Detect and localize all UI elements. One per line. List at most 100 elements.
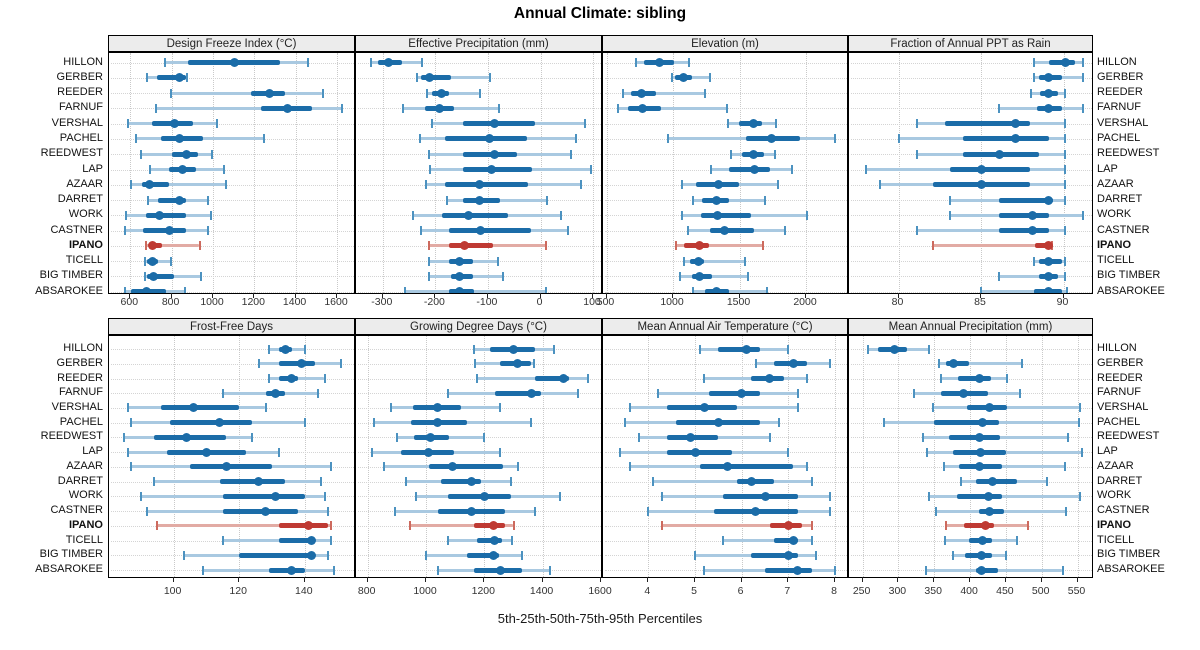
grid-v <box>806 53 807 293</box>
whisker-cap <box>667 134 670 144</box>
whisker-cap <box>499 403 502 413</box>
whisker-cap <box>754 359 757 369</box>
median-dot <box>1044 73 1054 83</box>
iqr-bar <box>278 538 315 543</box>
iqr-bar <box>934 420 1000 426</box>
grid-h <box>851 77 1092 79</box>
median-dot <box>984 506 994 516</box>
median-dot <box>711 287 721 293</box>
grid-v <box>970 336 972 577</box>
whisker-cap <box>680 180 683 190</box>
whisker-cap <box>1082 73 1085 83</box>
grid-h <box>605 123 847 125</box>
station-label-right: IPANO <box>1097 238 1132 251</box>
whisker-cap <box>628 403 631 413</box>
station-label-right: REEDER <box>1097 371 1143 384</box>
station-label-left: IPANO <box>68 518 103 531</box>
station-label-right: VERSHAL <box>1097 116 1149 129</box>
tick-mark <box>483 577 485 582</box>
grid-v <box>337 53 338 293</box>
median-dot <box>690 447 700 457</box>
grid-h <box>605 62 847 64</box>
tick-mark <box>592 293 593 298</box>
whisker-cap <box>622 88 625 98</box>
median-dot <box>637 88 647 98</box>
grid-h <box>851 108 1092 110</box>
whisker-cap <box>124 287 127 293</box>
whisker-cap <box>879 180 882 190</box>
iqr-bar <box>765 567 812 573</box>
range-line <box>928 494 1081 498</box>
station-label-right: HILLON <box>1097 342 1137 354</box>
median-dot <box>490 119 500 129</box>
median-dot <box>741 344 751 354</box>
whisker-cap <box>427 271 430 281</box>
iqr-bar <box>975 567 998 573</box>
station-label-left: REEDER <box>57 371 103 384</box>
grid-v <box>435 53 437 293</box>
whisker-cap <box>703 374 706 383</box>
median-dot <box>558 374 568 383</box>
range-line <box>426 91 480 95</box>
median-dot <box>766 134 776 144</box>
whisker-cap <box>1032 58 1035 67</box>
median-dot <box>981 521 991 531</box>
iqr-bar <box>728 167 771 172</box>
whisker-cap <box>787 344 790 354</box>
median-dot <box>1027 210 1037 220</box>
whisker-cap <box>635 58 638 67</box>
median-dot <box>713 180 723 190</box>
station-label-left: IPANO <box>68 238 103 251</box>
median-dot <box>270 491 280 501</box>
whisker-cap <box>221 388 224 398</box>
whisker-cap <box>130 180 133 190</box>
whisker-cap <box>144 241 147 251</box>
tick-label: 120 <box>229 585 247 597</box>
tick-mark <box>1062 293 1064 298</box>
grid-v <box>304 336 306 577</box>
station-label-left: AZAAR <box>66 459 103 472</box>
iqr-bar <box>957 493 1003 499</box>
iqr-bar <box>999 228 1049 234</box>
median-dot <box>306 550 316 560</box>
whisker-cap <box>320 477 323 487</box>
whisker-cap <box>647 506 650 516</box>
tick-label: 800 <box>357 585 376 597</box>
whisker-cap <box>130 462 132 472</box>
tick-label: 80 <box>891 296 904 308</box>
iqr-bar <box>142 228 187 234</box>
median-dot <box>637 103 647 113</box>
whisker-cap <box>206 226 209 236</box>
grid-v <box>673 53 674 293</box>
whisker-cap <box>186 73 189 83</box>
whisker-cap <box>223 165 226 174</box>
whisker-cap <box>829 491 832 501</box>
whisker-cap <box>303 418 306 428</box>
whisker-cap <box>703 565 706 575</box>
whisker-cap <box>169 88 172 98</box>
whisker-cap <box>948 195 951 205</box>
range-line <box>723 539 812 542</box>
iqr-bar <box>146 273 174 279</box>
whisker-cap <box>544 287 547 293</box>
median-dot <box>1027 226 1037 236</box>
iqr-bar <box>190 464 272 470</box>
tick-label: 250 <box>852 585 871 597</box>
median-dot <box>175 195 185 205</box>
whisker-cap <box>323 374 326 383</box>
whisker-cap <box>408 521 411 531</box>
grid-v <box>367 336 369 577</box>
tick-mark <box>600 577 601 582</box>
station-label-left: ABSAROKEE <box>35 563 103 575</box>
grid-h <box>111 77 354 79</box>
median-dot <box>695 271 705 281</box>
panel-header: Mean Annual Air Temperature (°C) <box>602 318 848 335</box>
whisker-cap <box>1067 432 1070 442</box>
station-label-left: LAP <box>82 445 103 458</box>
whisker-cap <box>326 550 329 560</box>
median-dot <box>282 103 292 113</box>
iqr-bar <box>999 197 1054 203</box>
whisker-cap <box>924 565 927 575</box>
whisker-cap <box>796 403 799 413</box>
station-label-left: CASTNER <box>50 223 103 236</box>
